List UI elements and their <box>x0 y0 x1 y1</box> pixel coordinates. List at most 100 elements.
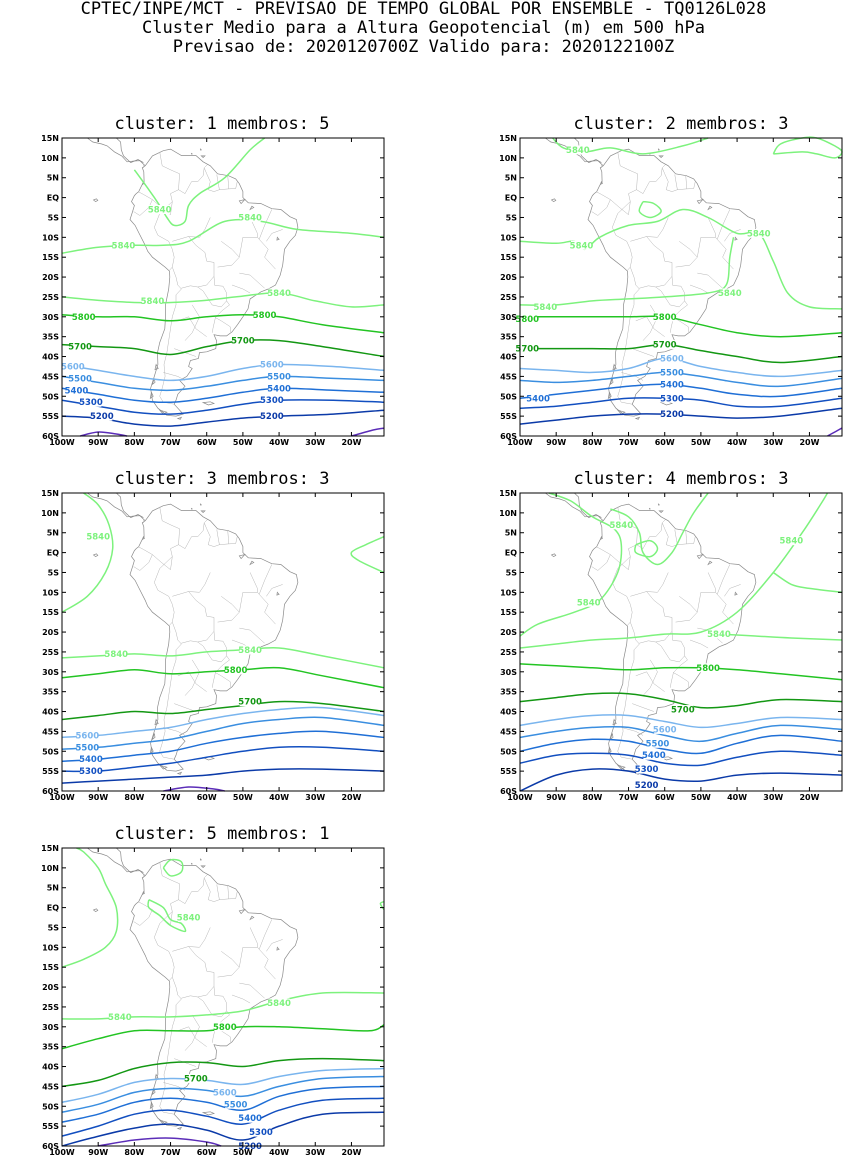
lon-tick-label: 50W <box>233 793 253 802</box>
contour-label: 5200 <box>660 410 684 420</box>
political-border <box>231 284 251 294</box>
contour-label-bg <box>225 665 247 675</box>
map-border <box>519 492 843 792</box>
contour-label-bg <box>261 359 283 369</box>
lat-tick-label: 15S <box>42 963 59 972</box>
contour-label-bg <box>62 361 84 371</box>
contour-label: 5840 <box>780 537 804 547</box>
contour-5700 <box>61 1057 385 1088</box>
contour-label-bg <box>69 342 91 352</box>
contour-5200 <box>61 768 385 784</box>
contour-5840 <box>638 200 662 219</box>
political-border <box>700 592 734 625</box>
political-border <box>595 151 638 216</box>
contour-label-bg <box>254 310 276 320</box>
political-border <box>630 236 673 289</box>
caribbean-coastline <box>116 847 144 874</box>
political-border <box>219 885 229 900</box>
lon-tick-label: 70W <box>619 793 639 802</box>
lat-tick-label: 50S <box>42 747 59 756</box>
contour-label-bg <box>225 1099 247 1109</box>
political-border <box>621 372 644 381</box>
contour-label-bg <box>643 750 665 760</box>
contour-5840 <box>61 991 385 1020</box>
political-border <box>679 241 698 258</box>
contour-label: 5200 <box>238 1142 262 1152</box>
political-border <box>707 572 716 593</box>
lon-tick-label: 30W <box>763 438 783 447</box>
contour-label: 5300 <box>249 1128 273 1138</box>
lat-tick-label: 20S <box>42 628 59 637</box>
contour-label: 5500 <box>660 368 684 378</box>
lat-tick-label: 35S <box>42 688 59 697</box>
contour-5300 <box>519 750 843 767</box>
contour-5840 <box>772 136 843 159</box>
political-border <box>217 592 244 623</box>
contour-5840 <box>350 536 385 574</box>
lat-tick-label: 5S <box>48 213 60 222</box>
island-outline <box>616 764 626 770</box>
contour-label-bg <box>69 373 91 383</box>
lat-tick-label: 15S <box>500 608 517 617</box>
map-cluster-5: 5840 5840 5840 5800 5700 5600 5500 5400 5300 5200… <box>41 844 385 1157</box>
contour-label-bg <box>232 336 254 346</box>
island-outline <box>612 718 617 726</box>
south-america-coastline <box>587 148 757 417</box>
political-border <box>133 554 153 571</box>
island-outline <box>276 236 280 241</box>
island-outline <box>707 205 713 211</box>
central-america-coastline <box>87 492 146 522</box>
island-outline <box>154 363 159 371</box>
contour-labels: 5840 5840 5840 5840 5840 5800 5800 5700 5700 5600… <box>61 205 291 422</box>
lat-tick-label: 55S <box>500 412 517 421</box>
contour-label-bg <box>748 228 770 238</box>
contour-lines <box>519 492 843 792</box>
political-border <box>675 592 702 623</box>
lon-tick-label: 80W <box>124 793 144 802</box>
political-border <box>632 348 654 357</box>
contour-5840 <box>610 492 709 566</box>
contour-label-bg <box>567 145 589 155</box>
contour-label-bg <box>76 730 98 740</box>
lat-tick-label: 15S <box>42 608 59 617</box>
island-outline <box>658 155 664 158</box>
contour-5400 <box>61 730 385 762</box>
contour-5300 <box>61 1097 385 1137</box>
lon-tick-label: 80W <box>124 438 144 447</box>
contour-label-bg <box>661 354 683 364</box>
political-border <box>249 217 258 238</box>
political-border <box>184 1014 200 1051</box>
political-border <box>159 267 182 405</box>
island-outline <box>550 198 557 203</box>
lat-tick-label: 45S <box>42 727 59 736</box>
political-border <box>172 236 215 289</box>
contour-label: 5300 <box>79 767 103 777</box>
contour-label: 5800 <box>224 666 248 676</box>
contour-label: 5800 <box>213 1023 237 1033</box>
contour-label-bg <box>654 340 676 350</box>
lat-tick-label: 35S <box>500 688 517 697</box>
contour-label-bg <box>571 240 593 250</box>
political-border <box>133 909 153 926</box>
lat-tick-label: 10N <box>41 509 59 518</box>
political-border <box>630 591 673 644</box>
lon-tick-label: 30W <box>763 793 783 802</box>
island-outline <box>190 152 193 155</box>
basemap <box>87 137 299 420</box>
header-line-3: Previsao de: 2020120700Z Valido para: 20… <box>172 37 675 57</box>
contour-5840 <box>61 847 119 968</box>
political-border <box>707 217 716 238</box>
lat-tick-label: 10S <box>42 233 59 242</box>
island-outline <box>200 865 206 868</box>
island-outline <box>176 416 183 420</box>
island-outline <box>609 378 614 386</box>
contour-5840 <box>379 900 385 911</box>
lon-tick-label: 80W <box>124 1148 144 1157</box>
basemap <box>87 492 299 775</box>
contour-label: 5700 <box>68 343 92 353</box>
island-outline <box>607 746 612 755</box>
contour-label: 5840 <box>104 650 128 660</box>
lat-tick-label: 10N <box>499 154 517 163</box>
political-border <box>642 659 658 696</box>
map-frame <box>61 137 385 437</box>
